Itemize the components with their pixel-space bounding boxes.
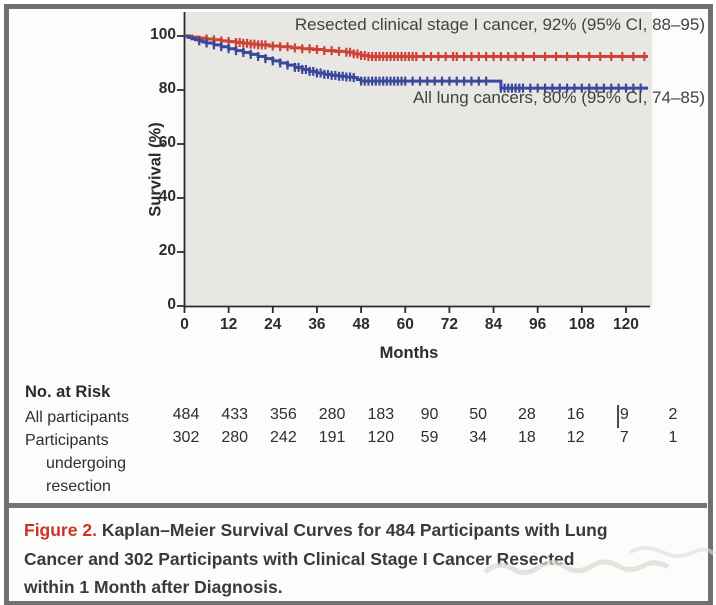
risk-count: 12 bbox=[566, 429, 585, 446]
y-tick-label-40: 40 bbox=[158, 188, 176, 205]
caption-line-3: within 1 Month after Diagnosis. bbox=[24, 577, 283, 597]
caption-line-1: Figure 2. Kaplan–Meier Survival Curves f… bbox=[24, 516, 686, 545]
risk-count: 120 bbox=[367, 429, 395, 446]
risk-count: 280 bbox=[318, 406, 346, 423]
risk-count: 191 bbox=[318, 429, 346, 446]
plot-area bbox=[185, 12, 652, 307]
risk-count: 50 bbox=[469, 406, 488, 423]
risk-row-label: All participants bbox=[25, 409, 130, 426]
y-axis-label: Survival (%) bbox=[146, 122, 165, 217]
axis-lines bbox=[183, 12, 650, 308]
risk-count: 484 bbox=[172, 406, 200, 423]
figure-caption: Figure 2. Kaplan–Meier Survival Curves f… bbox=[24, 516, 686, 602]
risk-count: 9 bbox=[619, 406, 629, 423]
x-tick-label-84: 84 bbox=[484, 316, 503, 333]
risk-count: 242 bbox=[270, 429, 297, 446]
x-tick-label-72: 72 bbox=[440, 316, 458, 333]
series-annotation-all-lung-cancers: All lung cancers, 80% (95% CI, 74–85) bbox=[413, 88, 705, 107]
risk-count: 302 bbox=[172, 429, 200, 446]
risk-count: 433 bbox=[221, 406, 249, 423]
y-tick-label-60: 60 bbox=[158, 134, 176, 151]
y-tick-label-100: 100 bbox=[150, 26, 176, 43]
figure-number-label: Figure 2. bbox=[24, 520, 97, 540]
risk-count: 7 bbox=[619, 429, 629, 446]
risk-count: 90 bbox=[420, 406, 439, 423]
y-tick-label-80: 80 bbox=[158, 80, 176, 97]
caption-divider bbox=[9, 503, 707, 508]
x-tick-label-0: 0 bbox=[180, 316, 189, 333]
caption-line-1-text: Kaplan–Meier Survival Curves for 484 Par… bbox=[101, 520, 608, 540]
series-annotation-resected: Resected clinical stage I cancer, 92% (9… bbox=[294, 15, 705, 34]
caption-line-2: Cancer and 302 Participants with Clinica… bbox=[24, 548, 575, 569]
axis-tick-marks bbox=[177, 35, 627, 313]
x-tick-label-24: 24 bbox=[264, 316, 282, 333]
risk-count: 18 bbox=[517, 429, 536, 446]
x-tick-label-36: 36 bbox=[308, 316, 326, 333]
x-tick-label-60: 60 bbox=[396, 316, 414, 333]
risk-count: 2 bbox=[668, 406, 678, 423]
risk-count: 1 bbox=[668, 429, 678, 446]
risk-count: 280 bbox=[221, 429, 249, 446]
risk-count: 34 bbox=[469, 429, 488, 446]
x-tick-label-108: 108 bbox=[568, 316, 595, 333]
x-tick-label-96: 96 bbox=[529, 316, 547, 333]
risk-count: 16 bbox=[566, 406, 585, 423]
risk-count: 59 bbox=[420, 429, 439, 446]
y-tick-label-20: 20 bbox=[158, 242, 176, 259]
risk-count: 183 bbox=[367, 406, 395, 423]
x-tick-label-48: 48 bbox=[352, 316, 370, 333]
censor-marks-all-lung-cancers bbox=[198, 36, 642, 93]
risk-count: 28 bbox=[517, 406, 536, 423]
y-tick-label-0: 0 bbox=[167, 296, 176, 313]
x-tick-label-120: 120 bbox=[613, 316, 639, 333]
watermark-scribble-artifact bbox=[483, 546, 716, 575]
stray-text-cursor-artifact bbox=[617, 405, 619, 428]
risk-count: 356 bbox=[270, 406, 297, 423]
risk-table-title: No. at Risk bbox=[25, 383, 111, 401]
risk-row-label: Participants undergoing resection bbox=[25, 432, 127, 495]
x-axis-label: Months bbox=[379, 344, 439, 362]
x-tick-label-12: 12 bbox=[220, 316, 238, 333]
